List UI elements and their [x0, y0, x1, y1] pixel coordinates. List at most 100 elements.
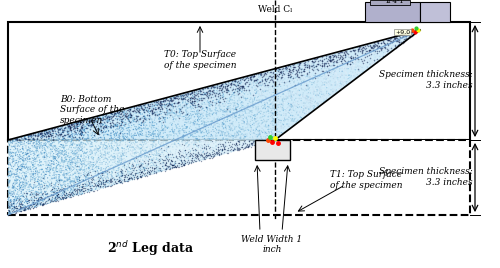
Point [53, 166, 61, 171]
Point [122, 151, 130, 155]
Point [225, 109, 233, 113]
Point [340, 76, 348, 80]
Point [249, 81, 257, 85]
Point [90, 183, 98, 187]
Point [308, 82, 316, 87]
Point [332, 54, 340, 59]
Point [139, 152, 147, 156]
Point [62, 133, 70, 137]
Point [70, 152, 78, 157]
Point [354, 65, 362, 69]
Point [284, 67, 292, 71]
Point [226, 110, 234, 114]
Point [132, 128, 140, 132]
Point [380, 43, 388, 47]
Point [24, 134, 32, 139]
Point [46, 132, 54, 136]
Point [183, 125, 191, 129]
Point [50, 161, 58, 165]
Point [102, 140, 110, 145]
Point [64, 179, 72, 184]
Point [60, 197, 68, 201]
Point [12, 198, 20, 203]
Point [44, 133, 52, 137]
Point [220, 144, 228, 148]
Point [206, 151, 214, 155]
Point [262, 96, 270, 100]
Point [188, 159, 196, 163]
Point [83, 159, 91, 164]
Point [297, 73, 305, 78]
Point [248, 85, 256, 89]
Point [190, 138, 198, 143]
Point [312, 74, 320, 78]
Point [333, 64, 341, 69]
Point [167, 154, 175, 159]
Point [98, 121, 106, 125]
Point [152, 162, 160, 167]
Point [63, 141, 71, 145]
Point [267, 73, 275, 77]
Point [364, 58, 372, 62]
Point [287, 74, 295, 79]
Point [15, 198, 23, 203]
Point [312, 89, 320, 94]
Point [192, 154, 200, 158]
Point [260, 130, 268, 135]
Point [40, 201, 48, 206]
Point [102, 153, 110, 157]
Point [70, 133, 78, 137]
Point [88, 157, 96, 161]
Point [256, 83, 264, 87]
Point [122, 118, 130, 122]
Point [28, 192, 36, 196]
Point [38, 146, 46, 151]
Point [21, 186, 29, 191]
Point [64, 132, 72, 136]
Point [392, 36, 400, 40]
Point [238, 115, 246, 120]
Point [75, 187, 83, 192]
Point [177, 141, 185, 145]
Point [70, 187, 78, 191]
Point [383, 51, 391, 55]
Point [40, 181, 48, 186]
Point [308, 63, 316, 68]
Point [274, 77, 282, 81]
Point [54, 162, 62, 166]
Point [382, 46, 390, 51]
Point [394, 37, 402, 41]
Point [358, 46, 366, 51]
Point [178, 101, 186, 105]
Point [358, 65, 366, 70]
Point [216, 133, 224, 137]
Point [194, 157, 202, 161]
Point [224, 106, 232, 110]
Point [21, 137, 29, 141]
Point [85, 172, 93, 177]
Point [68, 132, 76, 137]
Point [245, 82, 253, 86]
Point [240, 95, 248, 99]
Point [184, 148, 192, 152]
Point [70, 124, 78, 129]
Point [94, 121, 102, 125]
Point [60, 153, 68, 157]
Point [54, 185, 62, 189]
Point [123, 177, 131, 181]
Point [125, 172, 133, 176]
Point [100, 186, 108, 190]
Point [12, 177, 20, 181]
Point [28, 176, 36, 180]
Point [242, 116, 250, 120]
Point [64, 184, 72, 188]
Point [42, 163, 50, 168]
Point [292, 75, 300, 79]
Point [314, 61, 322, 65]
Point [26, 157, 34, 161]
Point [48, 159, 56, 163]
Point [52, 197, 60, 202]
Point [159, 142, 167, 146]
Point [344, 66, 352, 71]
Point [84, 142, 92, 146]
